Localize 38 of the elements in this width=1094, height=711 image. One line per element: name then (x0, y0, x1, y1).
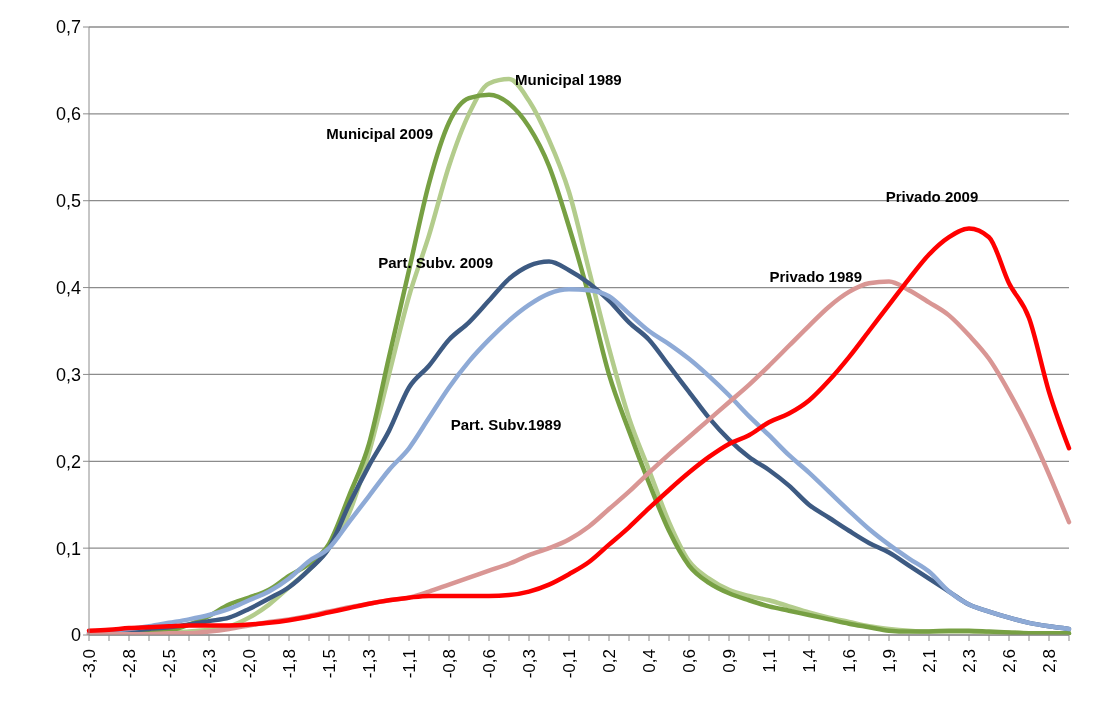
x-tick-label: -0,1 (559, 649, 579, 679)
x-tick-label: 0,9 (719, 649, 739, 673)
y-tick-label: 0,3 (55, 364, 81, 385)
x-tick-label: 2,1 (919, 649, 939, 673)
series-label: Municipal 2009 (326, 124, 433, 142)
y-tick-label: 0,1 (55, 538, 81, 559)
series-label: Municipal 1989 (515, 71, 622, 89)
x-tick-label: 0,4 (639, 649, 659, 673)
y-tick-label: 0,4 (55, 277, 81, 298)
x-tick-label: 2,6 (999, 649, 1019, 673)
x-tick-label: 2,8 (1039, 649, 1059, 673)
x-tick-label: -2,8 (119, 649, 139, 679)
x-tick-label: 1,9 (879, 649, 899, 673)
series-label: Privado 1989 (769, 268, 862, 286)
x-tick-label: -1,5 (319, 649, 339, 679)
x-tick-label: -2,0 (239, 649, 259, 679)
x-tick-label: 0,2 (599, 649, 619, 673)
x-tick-label: -2,5 (159, 649, 179, 679)
y-tick-label: 0 (70, 625, 81, 646)
y-tick-label: 0,7 (55, 17, 81, 38)
x-tick-label: 1,4 (799, 649, 819, 673)
y-tick-label: 0,6 (55, 104, 81, 125)
x-tick-label: -0,3 (519, 649, 539, 679)
y-tick-label: 0,2 (55, 451, 81, 472)
series-label: Part. Subv.1989 (450, 416, 562, 434)
x-tick-label: 1,6 (839, 649, 859, 673)
y-tick-label: 0,5 (55, 191, 81, 212)
series-label: Privado 2009 (885, 187, 979, 205)
x-tick-label: -0,8 (439, 649, 459, 679)
x-tick-label: -0,6 (479, 649, 499, 679)
x-tick-label: -3,0 (79, 649, 99, 679)
x-tick-label: -1,8 (279, 649, 299, 679)
x-tick-label: -1,3 (359, 649, 379, 679)
x-tick-label: -2,3 (199, 649, 219, 679)
x-tick-label: -1,1 (399, 649, 419, 679)
x-tick-label: 0,6 (679, 649, 699, 673)
x-tick-label: 2,3 (959, 649, 979, 673)
x-tick-label: 1,1 (759, 649, 779, 673)
